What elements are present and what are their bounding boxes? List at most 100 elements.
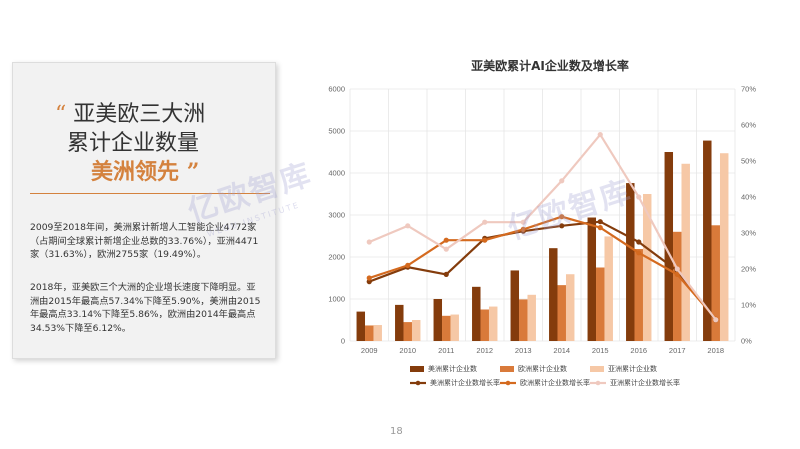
line-point	[405, 223, 411, 229]
title-highlight-text: 美洲领先	[91, 160, 180, 185]
legend-marker	[505, 380, 511, 386]
bar	[681, 163, 690, 341]
y2-tick-label: 40%	[741, 193, 756, 202]
line-point	[443, 271, 449, 277]
series-line	[368, 132, 717, 321]
line-point	[366, 239, 372, 245]
line-point	[482, 219, 488, 225]
panel-title: “ 亚美欧三大洲 累计企业数量 美洲领先 ”	[55, 100, 255, 187]
line-point	[559, 178, 565, 184]
y-tick-label: 1000	[328, 295, 345, 304]
bar	[373, 325, 382, 341]
paragraph-1: 2009至2018年间，美洲累计新增人工智能企业4772家（占期间全球累计新增企…	[30, 222, 259, 261]
line-point	[443, 246, 449, 252]
title-line-1: 亚美欧三大洲	[73, 102, 206, 127]
bar	[673, 231, 682, 341]
bar	[472, 286, 481, 341]
y-tick-label: 6000	[328, 85, 345, 94]
bar	[356, 311, 366, 341]
line-point	[674, 271, 680, 277]
series-line	[368, 220, 717, 321]
bar	[565, 274, 575, 341]
bar	[403, 322, 412, 341]
bar	[587, 217, 597, 341]
legend-label: 亚洲累计企业数增长率	[610, 378, 680, 387]
x-tick-label: 2011	[438, 346, 454, 355]
bar	[664, 152, 674, 341]
legend-label: 欧洲累计企业数	[518, 364, 567, 373]
legend-label: 美洲累计企业数增长率	[430, 378, 500, 387]
bar	[703, 140, 712, 341]
line-point	[520, 226, 526, 232]
legend-swatch	[500, 366, 514, 372]
legend-swatch	[410, 366, 424, 372]
bar	[365, 325, 374, 341]
x-tick-label: 2013	[515, 346, 532, 355]
page-number: 18	[390, 426, 403, 437]
bar	[510, 270, 520, 341]
line-point	[443, 237, 449, 243]
legend-label: 亚洲累计企业数	[608, 364, 657, 373]
y-tick-label: 2000	[328, 253, 345, 262]
line-point	[597, 131, 603, 138]
x-tick-label: 2015	[592, 346, 609, 355]
y2-tick-label: 20%	[741, 265, 756, 274]
line-point	[366, 279, 372, 285]
x-tick-label: 2010	[399, 346, 416, 355]
x-tick-label: 2016	[630, 346, 647, 355]
y-tick-label: 4000	[328, 169, 345, 178]
line-point	[636, 194, 642, 200]
title-divider	[30, 193, 270, 194]
y-tick-label: 0	[341, 337, 345, 346]
bar	[395, 304, 404, 341]
y2-tick-label: 10%	[741, 301, 756, 310]
bar	[557, 285, 566, 341]
bar	[604, 236, 613, 341]
summary-panel	[12, 62, 276, 359]
bar	[519, 299, 528, 341]
bar	[634, 249, 643, 341]
legend-swatch	[590, 366, 604, 372]
x-tick-label: 2018	[707, 346, 724, 355]
line-point	[482, 237, 488, 243]
line-point	[559, 214, 565, 220]
close-quote: ”	[186, 159, 200, 185]
y2-tick-label: 30%	[741, 229, 756, 238]
bar	[450, 314, 459, 341]
line-point	[405, 262, 411, 268]
title-line-2: 累计企业数量	[67, 131, 200, 156]
bar	[527, 294, 536, 341]
legend-label: 美洲累计企业数	[428, 364, 477, 373]
line-point	[636, 250, 642, 256]
combo-chart: 0 1000 2000 3000 4000 5000 6000 0% 10% 20% 30% 40% 5…	[328, 85, 756, 388]
bar	[642, 194, 652, 341]
legend-marker	[595, 380, 601, 386]
y-tick-label: 5000	[328, 127, 345, 136]
open-quote: “	[55, 102, 67, 127]
y2-tick-label: 60%	[741, 121, 756, 130]
bar	[442, 315, 451, 341]
x-tick-label: 2017	[669, 346, 686, 355]
legend-label: 欧洲累计企业数增长率	[520, 378, 590, 387]
y2-tick-label: 70%	[741, 85, 756, 94]
x-tick-label: 2012	[476, 346, 493, 355]
bar	[626, 183, 635, 341]
x-tick-label: 2009	[361, 346, 378, 355]
bar	[596, 267, 605, 341]
paragraph-2: 2018年，亚美欧三个大洲的企业增长速度下降明显。亚洲由2015年最高点57.3…	[30, 282, 261, 334]
y-tick-label: 3000	[328, 211, 345, 220]
x-tick-label: 2014	[553, 346, 570, 355]
bar	[480, 309, 489, 341]
bar	[719, 153, 729, 341]
chart-title: 亚美欧累计AI企业数及增长率	[471, 59, 629, 73]
line-point	[597, 225, 603, 231]
bar	[549, 248, 558, 341]
line-point	[597, 219, 603, 225]
line-point	[674, 266, 680, 272]
line-point	[520, 219, 526, 225]
bar	[433, 299, 443, 341]
y2-tick-label: 50%	[741, 157, 756, 166]
line-point	[559, 223, 565, 229]
legend-marker	[415, 380, 421, 386]
line-point	[366, 275, 372, 281]
